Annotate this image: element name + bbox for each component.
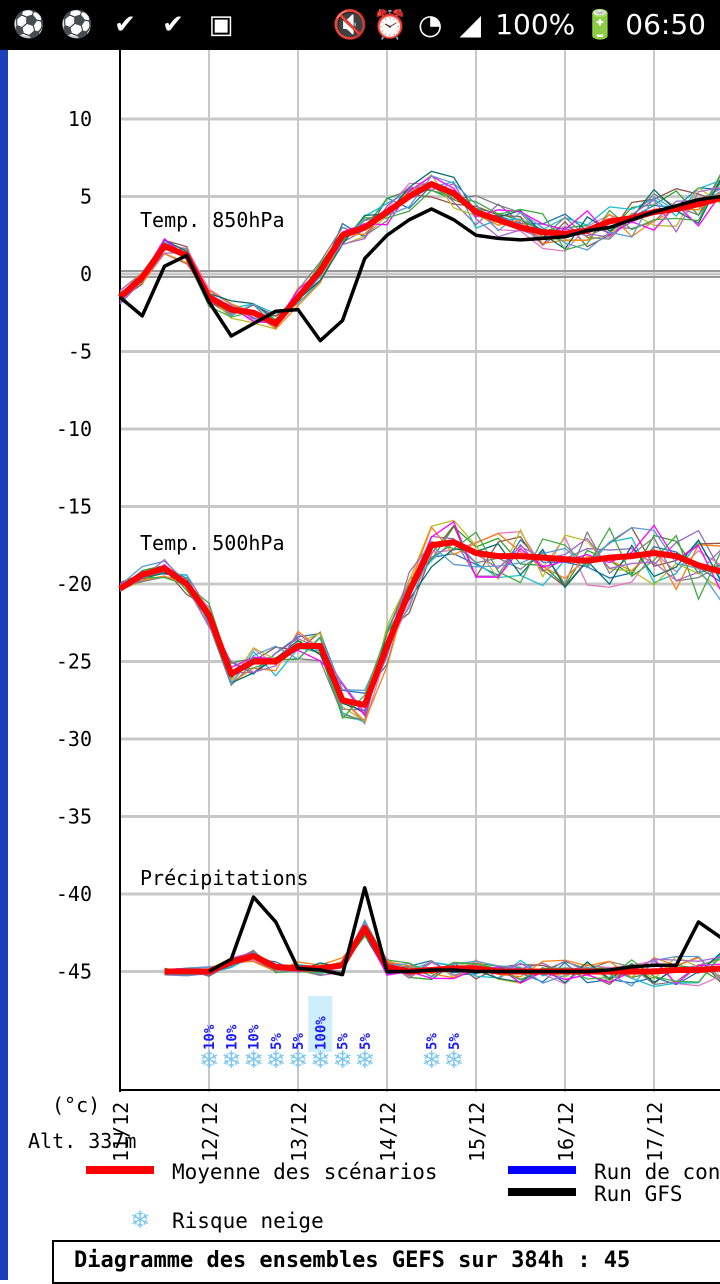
x-tick-label: 13/12 (287, 1102, 311, 1162)
altitude-label: Alt. 337m (28, 1129, 136, 1153)
snow-risk-label: 100% (313, 1016, 329, 1050)
snow-icon: ❄ (130, 1206, 150, 1234)
legend-swatch-gfs (508, 1188, 576, 1196)
x-tick-label: 15/12 (465, 1102, 489, 1162)
y-tick-label: 5 (80, 185, 92, 209)
snow-risk-label: 5% (269, 1033, 285, 1050)
y-tick-label: -5 (68, 340, 92, 364)
y-tick-label: 10 (68, 107, 92, 131)
snow-risk-label: 5% (358, 1033, 374, 1050)
x-tick-label: 14/12 (376, 1102, 400, 1162)
check-icon: ✔ (158, 10, 188, 40)
y-tick-label: -25 (56, 650, 92, 674)
check-icon: ✔ (110, 10, 140, 40)
y-tick-label: -10 (56, 417, 92, 441)
footer-title-box: Diagramme des ensembles GEFS sur 384h : … (52, 1240, 720, 1284)
y-unit-label: (°c) (52, 1093, 100, 1117)
snow-risk-row: ❄10%❄10%❄10%❄5%❄5%❄100%❄5%❄5%❄5%❄5% (199, 996, 464, 1074)
wifi-icon: ◔ (415, 10, 445, 40)
y-tick-label: -35 (56, 805, 92, 829)
legend-swatch-control (508, 1166, 576, 1174)
y-tick-label: -15 (56, 495, 92, 519)
snow-risk-label: 10% (202, 1024, 218, 1050)
snow-risk-label: 5% (336, 1033, 352, 1050)
y-tick-label: -20 (56, 572, 92, 596)
x-tick-label: 17/12 (643, 1102, 667, 1162)
snow-risk-label: 10% (224, 1024, 240, 1050)
status-bar: ⚽ ⚽ ✔ ✔ ▣ 🔇 ⏰ ◔ ◢ 100% 🔋 06:50 (0, 0, 720, 50)
panel-label-precip: Précipitations (140, 866, 309, 890)
snow-risk-label: 10% (247, 1024, 263, 1050)
y-axis-ticks: 10 5 0 -5 -10 -15 -20 -25 -30 -35 -40 -45 (56, 107, 92, 984)
y-tick-label: -30 (56, 727, 92, 751)
snow-risk-label: 5% (291, 1033, 307, 1050)
footer-title: Diagramme des ensembles GEFS sur 384h : … (74, 1248, 630, 1273)
y-tick-label: 0 (80, 262, 92, 286)
legend-label-mean: Moyenne des scénarios (172, 1160, 438, 1184)
clock: 06:50 (625, 8, 706, 41)
ensemble-member-line (165, 920, 720, 984)
mute-icon: 🔇 (335, 10, 365, 40)
y-tick-label: -45 (56, 960, 92, 984)
image-icon: ▣ (206, 10, 236, 40)
legend: Moyenne des scénarios Run de con Run GFS… (86, 1160, 720, 1234)
signal-icon: ◢ (455, 10, 485, 40)
legend-label-gfs: Run GFS (594, 1182, 683, 1206)
legend-label-snow: Risque neige (172, 1209, 324, 1233)
panel-label-t850: Temp. 850hPa (140, 208, 285, 232)
x-tick-label: 16/12 (554, 1102, 578, 1162)
legend-label-control: Run de con (594, 1160, 720, 1184)
snow-risk-label: 5% (425, 1033, 441, 1050)
alarm-icon: ⏰ (375, 10, 405, 40)
x-tick-label: 12/12 (198, 1102, 222, 1162)
battery-percent: 100% (495, 8, 575, 41)
snow-risk-label: 5% (447, 1033, 463, 1050)
battery-charging-icon: 🔋 (585, 10, 615, 40)
soccer-icon: ⚽ (62, 10, 92, 40)
gfs-run-line-precip (209, 888, 720, 975)
y-tick-label: -40 (56, 882, 92, 906)
soccer-icon: ⚽ (14, 10, 44, 40)
legend-swatch-mean (86, 1166, 154, 1174)
panel-label-t500: Temp. 500hPa (140, 531, 285, 555)
